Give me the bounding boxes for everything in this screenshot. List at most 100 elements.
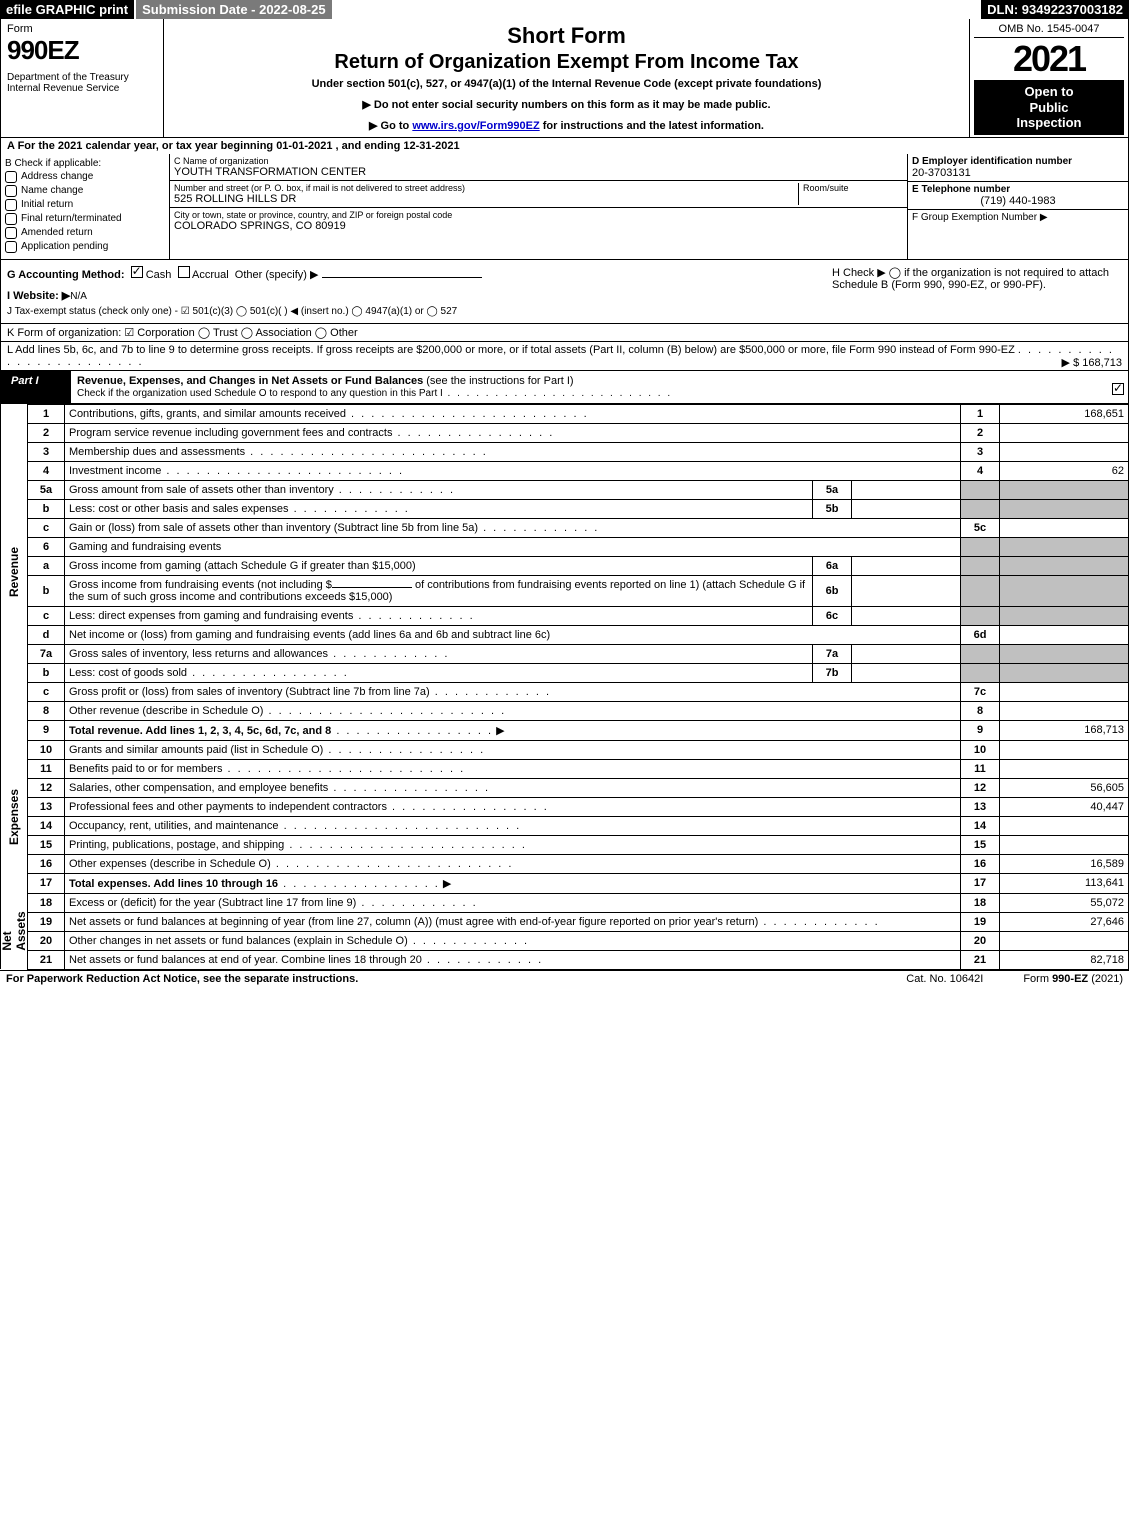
line-19: 19Net assets or fund balances at beginni… — [1, 912, 1129, 931]
dln-label: DLN: 93492237003182 — [981, 0, 1129, 19]
part1-label: Part I — [1, 371, 71, 403]
room-suite-label: Room/suite — [803, 183, 903, 193]
line-13: 13Professional fees and other payments t… — [1, 797, 1129, 816]
column-c: C Name of organization YOUTH TRANSFORMAT… — [170, 154, 907, 259]
line-8: 8Other revenue (describe in Schedule O) … — [1, 701, 1129, 720]
line-9: 9Total revenue. Add lines 1, 2, 3, 4, 5c… — [1, 720, 1129, 740]
checkbox-icon[interactable] — [5, 241, 17, 253]
return-title: Return of Organization Exempt From Incom… — [170, 51, 963, 74]
short-form-title: Short Form — [170, 23, 963, 49]
irs-label: Internal Revenue Service — [7, 83, 157, 94]
checkbox-icon[interactable] — [5, 185, 17, 197]
row-j: J Tax-exempt status (check only one) - ☑… — [7, 306, 819, 317]
line-13-amount: 40,447 — [1000, 797, 1129, 816]
org-name-cell: C Name of organization YOUTH TRANSFORMAT… — [170, 154, 907, 181]
street-row: Number and street (or P. O. box, if mail… — [170, 181, 907, 208]
accrual-checkbox-icon[interactable] — [178, 266, 190, 278]
schedule-o-checkbox-icon[interactable] — [1112, 383, 1124, 395]
line-16: 16Other expenses (describe in Schedule O… — [1, 854, 1129, 873]
line-10: Expenses 10Grants and similar amounts pa… — [1, 740, 1129, 759]
section-a: A For the 2021 calendar year, or tax yea… — [0, 137, 1129, 154]
line-21-amount: 82,718 — [1000, 950, 1129, 969]
checkbox-icon[interactable] — [5, 171, 17, 183]
g-accounting: G Accounting Method: Cash Accrual Other … — [1, 260, 825, 323]
row-k: K Form of organization: ☑ Corporation ◯ … — [0, 324, 1129, 342]
ein-cell: D Employer identification number 20-3703… — [908, 154, 1128, 182]
cb-initial-return: Initial return — [5, 199, 165, 211]
line-4: 4Investment income 462 — [1, 461, 1129, 480]
line-14: 14Occupancy, rent, utilities, and mainte… — [1, 816, 1129, 835]
line-7c: cGross profit or (loss) from sales of in… — [1, 682, 1129, 701]
line-12: 12Salaries, other compensation, and empl… — [1, 778, 1129, 797]
cb-address-change: Address change — [5, 171, 165, 183]
info-grid: B Check if applicable: Address change Na… — [0, 154, 1129, 260]
footer: For Paperwork Reduction Act Notice, see … — [0, 970, 1129, 987]
checkbox-icon[interactable] — [5, 213, 17, 225]
gross-receipts-amount: ▶ $ 168,713 — [1062, 356, 1122, 369]
h-check: H Check ▶ ◯ if the organization is not r… — [825, 260, 1128, 323]
col-b-title: B Check if applicable: — [5, 158, 165, 169]
line-16-amount: 16,589 — [1000, 854, 1129, 873]
line-5c: cGain or (loss) from sale of assets othe… — [1, 518, 1129, 537]
city-cell: City or town, state or province, country… — [170, 208, 907, 234]
form-ref: Form 990-EZ (2021) — [1023, 973, 1123, 985]
line-21: 21Net assets or fund balances at end of … — [1, 950, 1129, 969]
checkbox-icon[interactable] — [5, 227, 17, 239]
line-5b: bLess: cost or other basis and sales exp… — [1, 499, 1129, 518]
paperwork-notice: For Paperwork Reduction Act Notice, see … — [6, 973, 358, 985]
line-4-amount: 62 — [1000, 461, 1129, 480]
line-1: Revenue 1 Contributions, gifts, grants, … — [1, 404, 1129, 423]
cash-checkbox-icon[interactable] — [131, 266, 143, 278]
org-name: YOUTH TRANSFORMATION CENTER — [174, 166, 903, 178]
dept-treasury: Department of the Treasury — [7, 72, 157, 83]
checkbox-icon[interactable] — [5, 199, 17, 211]
inspection-box: Open to Public Inspection — [974, 80, 1124, 135]
other-specify-field[interactable] — [322, 277, 482, 278]
header-center: Short Form Return of Organization Exempt… — [164, 19, 969, 137]
part1-checkbox — [1108, 371, 1128, 403]
line-6a: aGross income from gaming (attach Schedu… — [1, 556, 1129, 575]
omb-number: OMB No. 1545-0047 — [974, 21, 1124, 38]
form-number: 990EZ — [7, 35, 157, 66]
part1-header: Part I Revenue, Expenses, and Changes in… — [0, 371, 1129, 404]
website-value: N/A — [70, 291, 87, 302]
line-3: 3Membership dues and assessments 3 — [1, 442, 1129, 461]
column-def: D Employer identification number 20-3703… — [907, 154, 1128, 259]
row-gh: G Accounting Method: Cash Accrual Other … — [0, 260, 1129, 324]
irs-link[interactable]: www.irs.gov/Form990EZ — [412, 120, 539, 132]
line-5a: 5aGross amount from sale of assets other… — [1, 480, 1129, 499]
netassets-side-label: Net Assets — [1, 893, 28, 969]
form-header: Form 990EZ Department of the Treasury In… — [0, 19, 1129, 137]
line-15: 15Printing, publications, postage, and s… — [1, 835, 1129, 854]
line-18: Net Assets 18Excess or (deficit) for the… — [1, 893, 1129, 912]
line-6c: cLess: direct expenses from gaming and f… — [1, 606, 1129, 625]
phone-value: (719) 440-1983 — [912, 195, 1124, 207]
line-11: 11Benefits paid to or for members 11 — [1, 759, 1129, 778]
row-l: L Add lines 5b, 6c, and 7b to line 9 to … — [0, 342, 1129, 371]
line-7b: bLess: cost of goods sold 7b — [1, 663, 1129, 682]
tax-year: 2021 — [974, 38, 1124, 80]
line-12-amount: 56,605 — [1000, 778, 1129, 797]
line-18-amount: 55,072 — [1000, 893, 1129, 912]
header-left: Form 990EZ Department of the Treasury In… — [1, 19, 164, 137]
under-section: Under section 501(c), 527, or 4947(a)(1)… — [170, 78, 963, 90]
lines-table: Revenue 1 Contributions, gifts, grants, … — [0, 404, 1129, 970]
cb-final-return: Final return/terminated — [5, 213, 165, 225]
cb-name-change: Name change — [5, 185, 165, 197]
line-6: 6Gaming and fundraising events — [1, 537, 1129, 556]
line-2: 2Program service revenue including gover… — [1, 423, 1129, 442]
efile-label: efile GRAPHIC print — [0, 0, 136, 19]
line-17: 17Total expenses. Add lines 10 through 1… — [1, 873, 1129, 893]
phone-cell: E Telephone number (719) 440-1983 — [908, 182, 1128, 210]
expenses-side-label: Expenses — [1, 740, 28, 893]
submission-date: Submission Date - 2022-08-25 — [136, 0, 334, 19]
city-state-zip: COLORADO SPRINGS, CO 80919 — [174, 220, 903, 232]
calendar-year-text: A For the 2021 calendar year, or tax yea… — [7, 140, 460, 152]
line-6b: bGross income from fundraising events (n… — [1, 575, 1129, 606]
line-6d: dNet income or (loss) from gaming and fu… — [1, 625, 1129, 644]
top-bar: efile GRAPHIC print Submission Date - 20… — [0, 0, 1129, 19]
header-right: OMB No. 1545-0047 2021 Open to Public In… — [969, 19, 1128, 137]
column-b: B Check if applicable: Address change Na… — [1, 154, 170, 259]
line-19-amount: 27,646 — [1000, 912, 1129, 931]
street-address: 525 ROLLING HILLS DR — [174, 193, 794, 205]
